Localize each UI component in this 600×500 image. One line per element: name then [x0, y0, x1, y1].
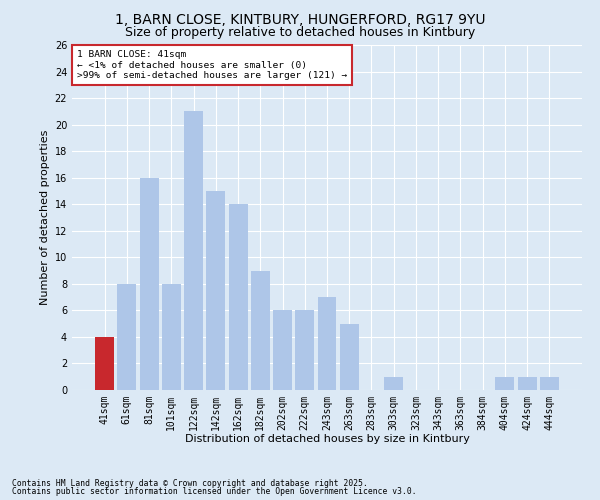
- Text: 1, BARN CLOSE, KINTBURY, HUNGERFORD, RG17 9YU: 1, BARN CLOSE, KINTBURY, HUNGERFORD, RG1…: [115, 12, 485, 26]
- Bar: [518, 376, 536, 390]
- Bar: [184, 112, 203, 390]
- Bar: [206, 191, 225, 390]
- Bar: [540, 376, 559, 390]
- Bar: [273, 310, 292, 390]
- Text: Contains public sector information licensed under the Open Government Licence v3: Contains public sector information licen…: [12, 487, 416, 496]
- Bar: [118, 284, 136, 390]
- Bar: [295, 310, 314, 390]
- Text: Contains HM Land Registry data © Crown copyright and database right 2025.: Contains HM Land Registry data © Crown c…: [12, 478, 368, 488]
- Bar: [317, 297, 337, 390]
- Bar: [229, 204, 248, 390]
- Text: Size of property relative to detached houses in Kintbury: Size of property relative to detached ho…: [125, 26, 475, 39]
- Bar: [140, 178, 158, 390]
- Bar: [251, 270, 270, 390]
- Text: 1 BARN CLOSE: 41sqm
← <1% of detached houses are smaller (0)
>99% of semi-detach: 1 BARN CLOSE: 41sqm ← <1% of detached ho…: [77, 50, 347, 80]
- Y-axis label: Number of detached properties: Number of detached properties: [40, 130, 50, 305]
- Bar: [162, 284, 181, 390]
- Bar: [95, 337, 114, 390]
- Bar: [496, 376, 514, 390]
- Bar: [340, 324, 359, 390]
- Bar: [384, 376, 403, 390]
- X-axis label: Distribution of detached houses by size in Kintbury: Distribution of detached houses by size …: [185, 434, 469, 444]
